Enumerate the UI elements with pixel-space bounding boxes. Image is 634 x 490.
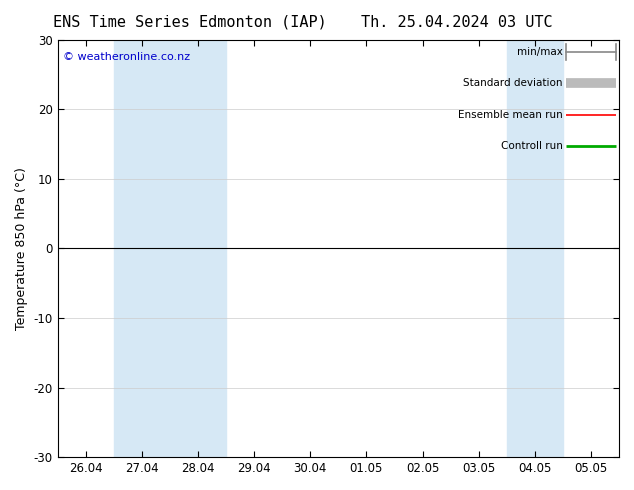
Y-axis label: Temperature 850 hPa (°C): Temperature 850 hPa (°C) [15,167,28,330]
Text: Ensemble mean run: Ensemble mean run [458,110,563,120]
Text: © weatheronline.co.nz: © weatheronline.co.nz [63,52,190,62]
Text: Controll run: Controll run [501,141,563,151]
Text: min/max: min/max [517,47,563,57]
Text: Th. 25.04.2024 03 UTC: Th. 25.04.2024 03 UTC [361,15,552,30]
Bar [507,40,563,457]
Text: ENS Time Series Edmonton (IAP): ENS Time Series Edmonton (IAP) [53,15,327,30]
Bar [113,40,226,457]
Text: Standard deviation: Standard deviation [463,78,563,88]
